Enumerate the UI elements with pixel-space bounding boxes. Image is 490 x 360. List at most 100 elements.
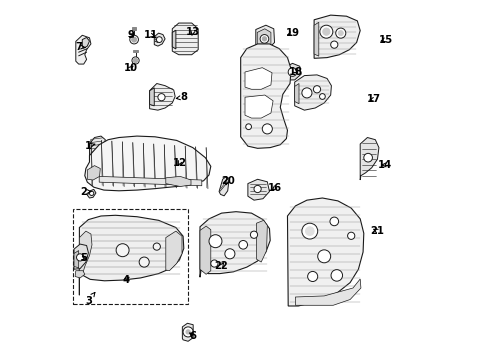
- Text: 8: 8: [176, 92, 187, 102]
- Circle shape: [314, 86, 320, 93]
- Text: 20: 20: [221, 176, 235, 186]
- Circle shape: [183, 327, 193, 337]
- Polygon shape: [132, 27, 136, 30]
- Polygon shape: [74, 251, 79, 268]
- Polygon shape: [90, 136, 105, 158]
- Polygon shape: [154, 33, 165, 46]
- Polygon shape: [219, 176, 229, 196]
- Circle shape: [331, 41, 338, 48]
- Circle shape: [186, 330, 190, 334]
- Polygon shape: [294, 75, 331, 110]
- Polygon shape: [182, 323, 193, 341]
- Polygon shape: [87, 166, 100, 180]
- Circle shape: [132, 37, 137, 42]
- Polygon shape: [314, 22, 319, 56]
- Polygon shape: [200, 226, 211, 274]
- Circle shape: [330, 217, 339, 226]
- Circle shape: [288, 68, 297, 76]
- Circle shape: [156, 37, 162, 42]
- Circle shape: [323, 28, 330, 35]
- Polygon shape: [257, 29, 271, 48]
- Circle shape: [90, 191, 94, 195]
- Polygon shape: [172, 30, 176, 49]
- Circle shape: [262, 37, 267, 41]
- Polygon shape: [256, 25, 274, 51]
- Polygon shape: [82, 37, 90, 48]
- Circle shape: [347, 232, 355, 239]
- Text: 11: 11: [144, 30, 159, 40]
- Polygon shape: [248, 179, 270, 200]
- Polygon shape: [149, 84, 175, 110]
- Polygon shape: [257, 220, 268, 262]
- Text: 19: 19: [286, 28, 299, 38]
- Circle shape: [338, 31, 343, 36]
- Polygon shape: [294, 84, 299, 104]
- Polygon shape: [288, 198, 364, 306]
- Circle shape: [130, 35, 139, 44]
- Circle shape: [133, 58, 138, 63]
- Polygon shape: [75, 271, 85, 278]
- Text: 5: 5: [80, 253, 87, 264]
- Circle shape: [132, 57, 139, 64]
- Polygon shape: [245, 95, 273, 118]
- Circle shape: [364, 153, 372, 162]
- Circle shape: [331, 270, 343, 281]
- Text: 2: 2: [80, 186, 91, 197]
- Text: 1: 1: [85, 141, 95, 151]
- Text: 4: 4: [122, 275, 130, 285]
- Circle shape: [239, 240, 247, 249]
- Circle shape: [209, 235, 222, 248]
- Polygon shape: [360, 138, 379, 180]
- Polygon shape: [284, 63, 301, 80]
- Circle shape: [336, 28, 346, 38]
- Circle shape: [116, 244, 129, 257]
- Circle shape: [245, 124, 251, 130]
- Polygon shape: [87, 189, 96, 198]
- Polygon shape: [295, 279, 361, 305]
- Polygon shape: [133, 50, 138, 52]
- Polygon shape: [85, 136, 211, 191]
- Circle shape: [302, 88, 312, 98]
- Text: 22: 22: [215, 261, 228, 271]
- Circle shape: [254, 185, 261, 193]
- Circle shape: [260, 35, 269, 43]
- Circle shape: [262, 124, 272, 134]
- Polygon shape: [149, 88, 154, 106]
- Polygon shape: [74, 244, 88, 269]
- Circle shape: [211, 260, 218, 267]
- Text: 14: 14: [378, 160, 392, 170]
- Text: 12: 12: [172, 158, 187, 168]
- Polygon shape: [241, 44, 291, 148]
- Polygon shape: [314, 15, 360, 58]
- Text: 13: 13: [186, 27, 200, 37]
- Text: 21: 21: [370, 226, 385, 236]
- Text: 10: 10: [123, 63, 138, 73]
- Polygon shape: [76, 35, 91, 64]
- Polygon shape: [172, 23, 198, 55]
- Polygon shape: [79, 231, 92, 275]
- Circle shape: [250, 231, 258, 238]
- Polygon shape: [200, 212, 270, 277]
- Circle shape: [225, 249, 235, 259]
- Circle shape: [308, 271, 318, 282]
- Polygon shape: [245, 68, 272, 89]
- Circle shape: [319, 94, 325, 99]
- Circle shape: [158, 94, 165, 101]
- Circle shape: [139, 257, 149, 267]
- Text: 6: 6: [189, 330, 196, 341]
- Text: 7: 7: [75, 42, 85, 52]
- Text: 9: 9: [127, 30, 134, 40]
- Circle shape: [318, 250, 331, 263]
- Polygon shape: [166, 176, 191, 186]
- Text: 17: 17: [367, 94, 381, 104]
- Text: 16: 16: [268, 183, 282, 193]
- Polygon shape: [99, 176, 202, 186]
- Circle shape: [302, 223, 318, 239]
- Circle shape: [76, 254, 84, 261]
- Circle shape: [153, 243, 160, 250]
- Text: 18: 18: [289, 67, 303, 77]
- Polygon shape: [166, 231, 182, 271]
- Polygon shape: [79, 215, 184, 295]
- Text: 15: 15: [378, 35, 392, 45]
- Circle shape: [305, 227, 314, 235]
